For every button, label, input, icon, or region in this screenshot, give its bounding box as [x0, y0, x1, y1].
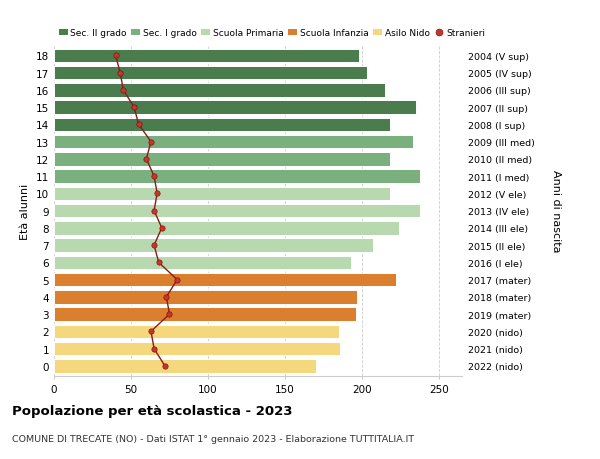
Point — [134, 121, 143, 129]
Point — [115, 70, 125, 77]
Bar — [54, 291, 358, 304]
Point — [149, 345, 159, 353]
Point — [161, 294, 171, 301]
Point — [146, 139, 156, 146]
Point — [129, 104, 139, 112]
Bar — [54, 135, 413, 149]
Bar — [54, 101, 416, 115]
Point — [160, 363, 170, 370]
Point — [149, 207, 159, 215]
Bar — [54, 204, 421, 218]
Point — [146, 328, 156, 335]
Legend: Sec. II grado, Sec. I grado, Scuola Primaria, Scuola Infanzia, Asilo Nido, Stran: Sec. II grado, Sec. I grado, Scuola Prim… — [59, 29, 485, 38]
Bar — [54, 222, 399, 235]
Bar — [54, 308, 356, 321]
Bar — [54, 325, 339, 338]
Point — [118, 87, 128, 95]
Bar — [54, 50, 359, 63]
Bar — [54, 239, 373, 252]
Text: COMUNE DI TRECATE (NO) - Dati ISTAT 1° gennaio 2023 - Elaborazione TUTTITALIA.IT: COMUNE DI TRECATE (NO) - Dati ISTAT 1° g… — [12, 434, 414, 443]
Point — [172, 276, 182, 284]
Bar — [54, 118, 389, 132]
Point — [154, 259, 163, 266]
Point — [152, 190, 162, 197]
Bar — [54, 273, 396, 287]
Point — [111, 52, 121, 60]
Point — [149, 173, 159, 180]
Point — [164, 311, 174, 318]
Point — [157, 225, 167, 232]
Text: Popolazione per età scolastica - 2023: Popolazione per età scolastica - 2023 — [12, 404, 293, 417]
Bar — [54, 256, 351, 269]
Point — [149, 242, 159, 249]
Bar — [54, 170, 421, 184]
Bar — [54, 342, 340, 356]
Bar — [54, 67, 367, 80]
Bar — [54, 187, 389, 201]
Y-axis label: Età alunni: Età alunni — [20, 183, 31, 239]
Bar — [54, 153, 389, 166]
Bar — [54, 84, 385, 97]
Bar — [54, 359, 316, 373]
Point — [142, 156, 151, 163]
Y-axis label: Anni di nascita: Anni di nascita — [551, 170, 561, 252]
